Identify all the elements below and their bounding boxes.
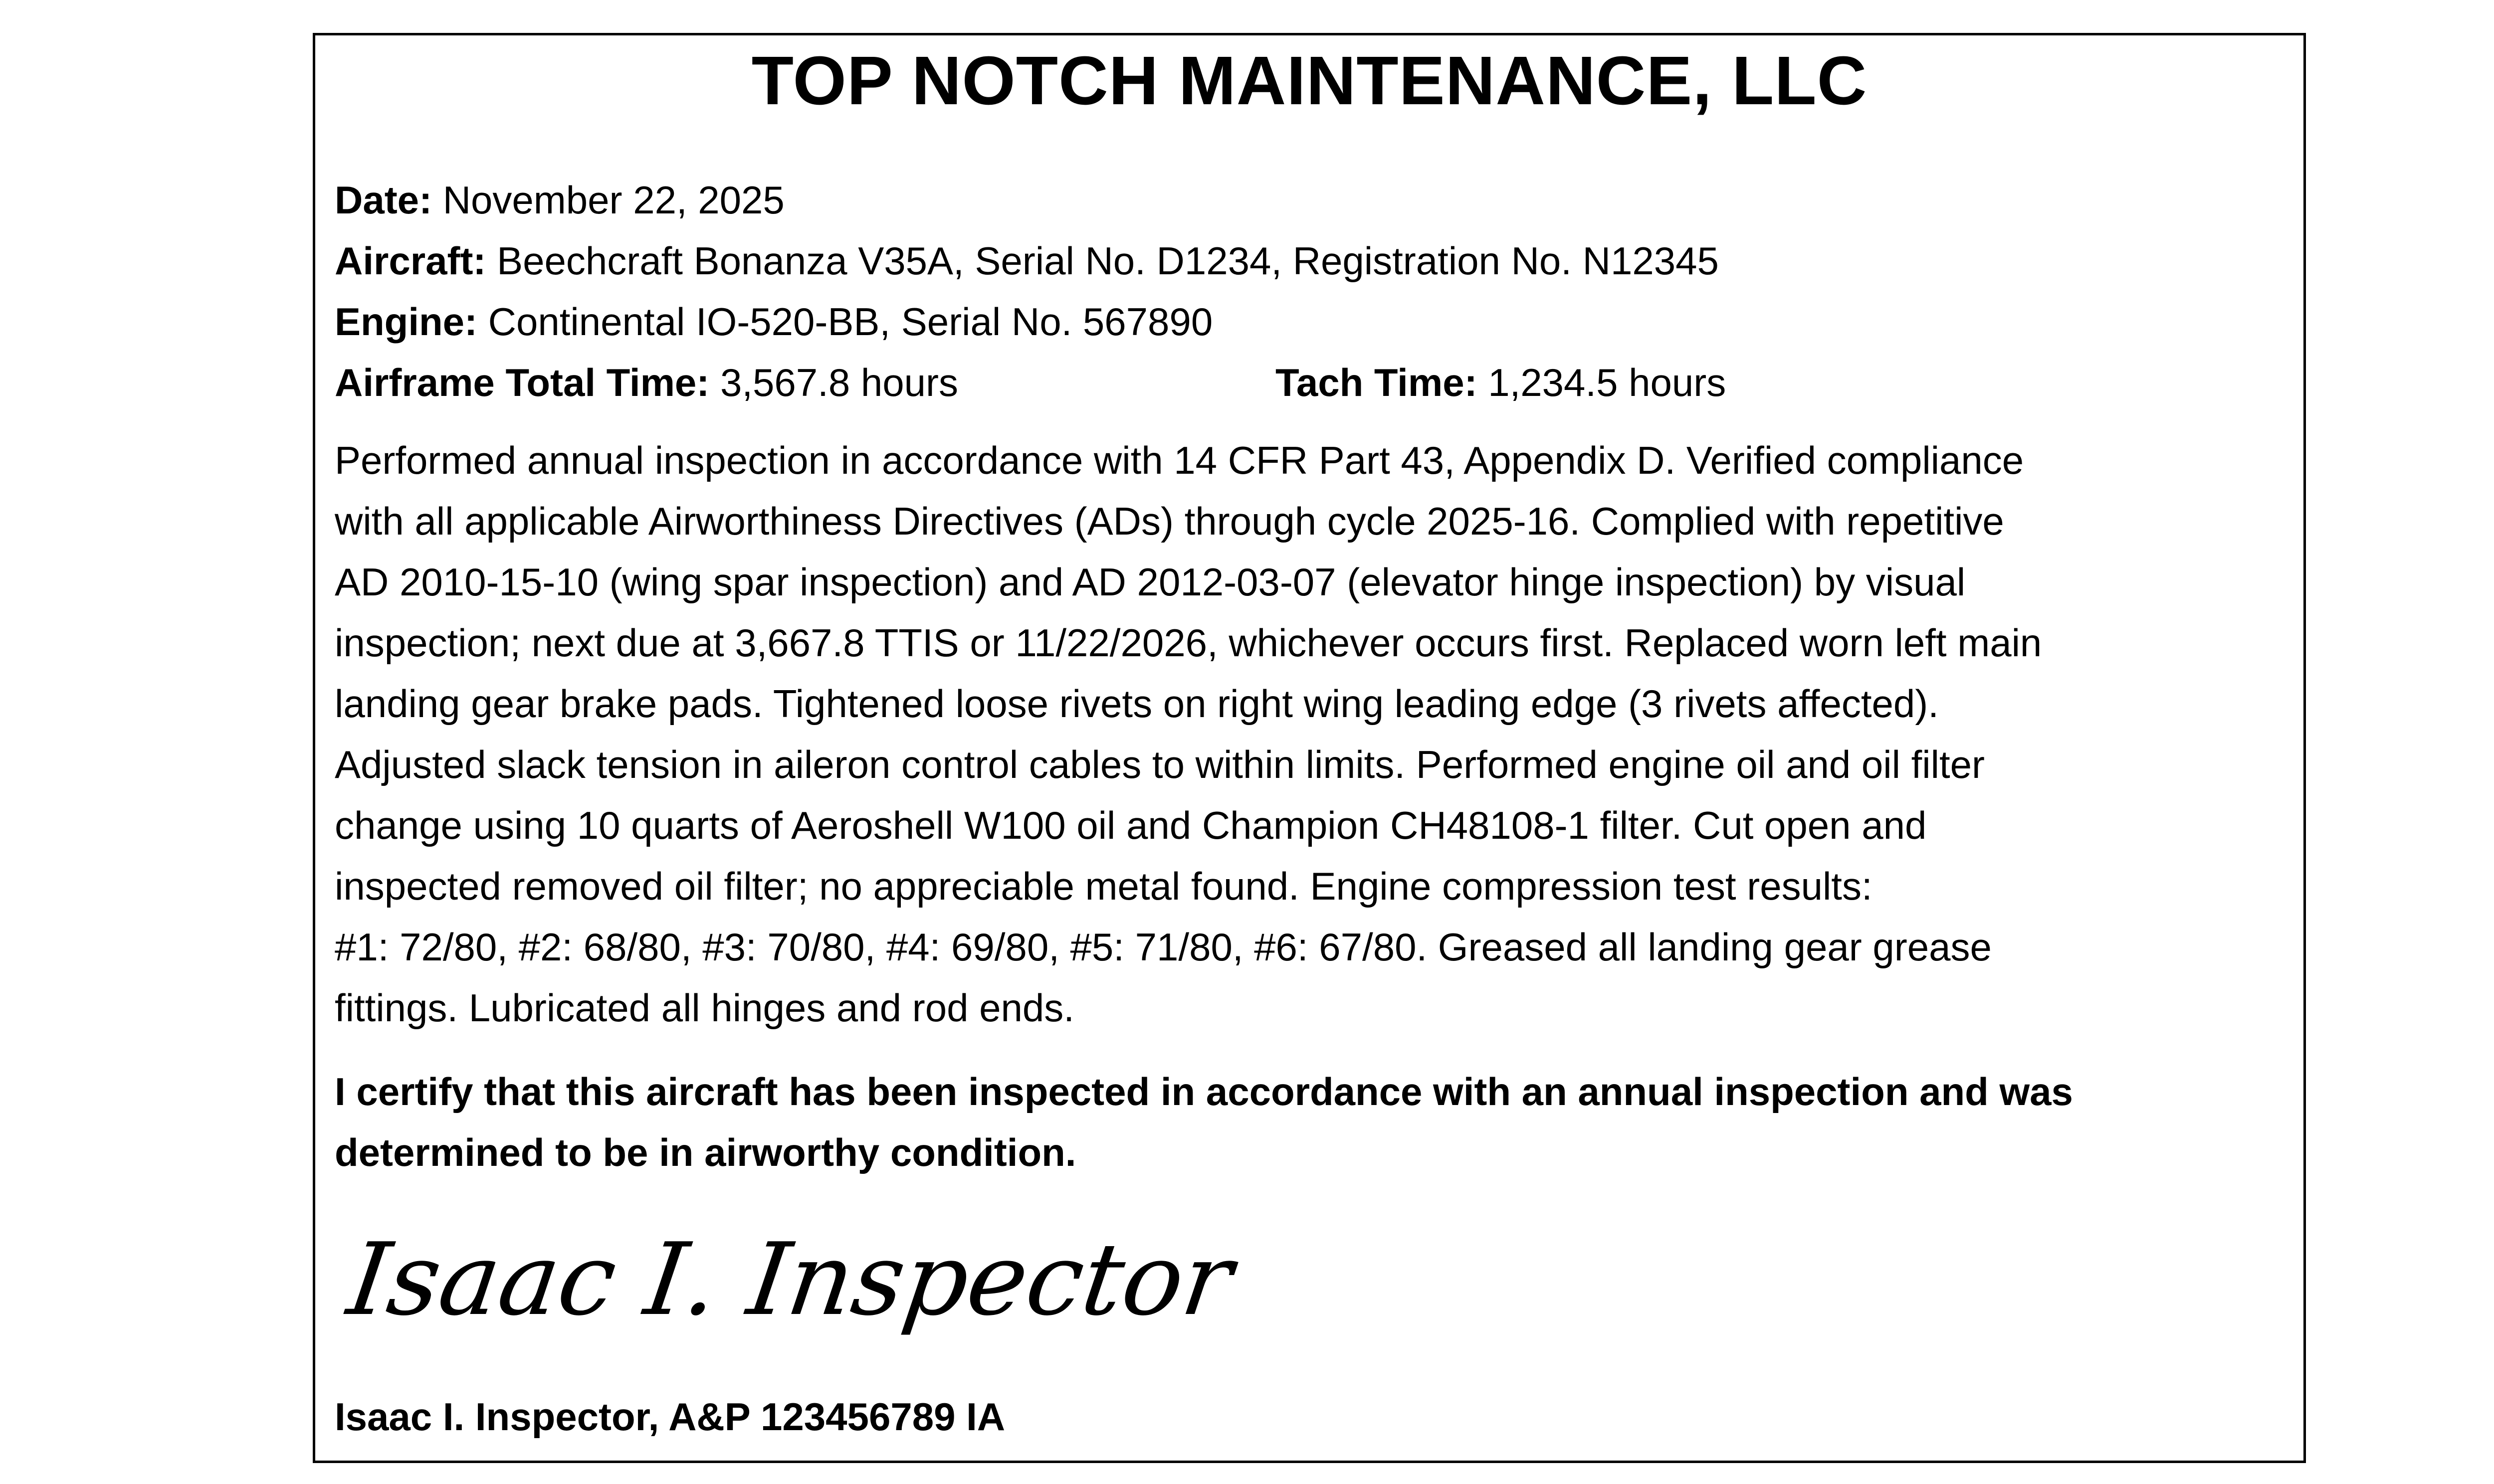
airframe-time-label: Airframe Total Time: <box>335 361 710 404</box>
date-row: Date: November 22, 2025 <box>335 170 2284 230</box>
date-value: November 22, 2025 <box>442 178 785 222</box>
aircraft-label: Aircraft: <box>335 239 486 283</box>
airframe-time-value: 3,567.8 hours <box>720 361 958 404</box>
engine-value: Continental IO-520-BB, Serial No. 567890 <box>488 300 1213 344</box>
maintenance-description-paragraph: Performed annual inspection in accordanc… <box>335 438 2042 1030</box>
engine-row: Engine: Continental IO-520-BB, Serial No… <box>335 291 2284 352</box>
tach-time-pair: Tach Time: 1,234.5 hours <box>1275 352 1726 413</box>
handwritten-signature: Isaac I. Inspector <box>341 1222 1240 1338</box>
certification-statement: I certify that this aircraft has been in… <box>335 1070 2073 1174</box>
signer-name-and-certificate: Isaac I. Inspector, A&P 123456789 IA <box>335 1395 1006 1439</box>
aircraft-value: Beechcraft Bonanza V35A, Serial No. D123… <box>497 239 1719 283</box>
signature-area: Isaac I. Inspector <box>335 1203 2284 1367</box>
date-label: Date: <box>335 178 432 222</box>
engine-label: Engine: <box>335 300 477 344</box>
aircraft-metadata-block: Date: November 22, 2025 Aircraft: Beechc… <box>335 170 2284 413</box>
aircraft-row: Aircraft: Beechcraft Bonanza V35A, Seria… <box>335 230 2284 291</box>
times-row: Airframe Total Time: 3,567.8 hours Tach … <box>335 352 2284 413</box>
logbook-entry-document: TOP NOTCH MAINTENANCE, LLC Date: Novembe… <box>313 33 2306 1463</box>
airframe-time-pair: Airframe Total Time: 3,567.8 hours <box>335 361 958 404</box>
tach-time-label: Tach Time: <box>1275 361 1477 404</box>
tach-time-value: 1,234.5 hours <box>1488 361 1726 404</box>
page-title: TOP NOTCH MAINTENANCE, LLC <box>751 42 1868 119</box>
